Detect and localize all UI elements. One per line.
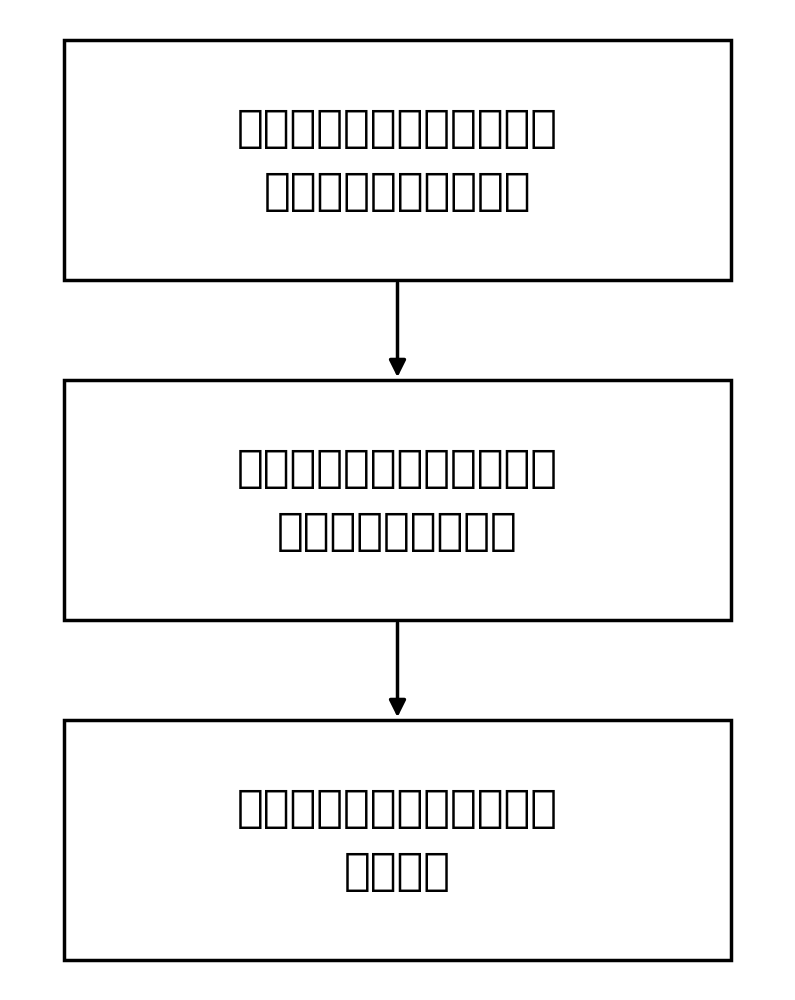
- FancyBboxPatch shape: [64, 720, 731, 960]
- FancyBboxPatch shape: [64, 40, 731, 280]
- FancyBboxPatch shape: [64, 380, 731, 620]
- Text: 通过后处理得到最终钙化点
检测结果: 通过后处理得到最终钙化点 检测结果: [237, 787, 558, 893]
- Text: 计算感兴趣区域中的各体素
点的局部结构特征向量: 计算感兴趣区域中的各体素 点的局部结构特征向量: [237, 107, 558, 213]
- Text: 根据局部结构特征向量对体
素所属区域进行分类: 根据局部结构特征向量对体 素所属区域进行分类: [237, 447, 558, 553]
